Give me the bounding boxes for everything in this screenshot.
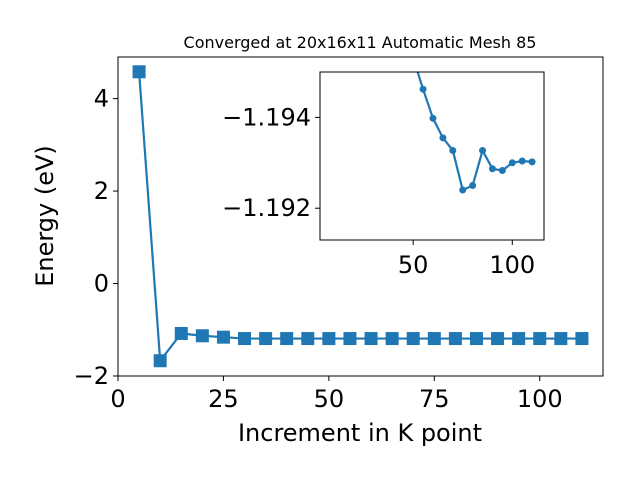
inset-data-point <box>419 85 427 93</box>
inset-data-point <box>429 114 437 122</box>
main-data-point <box>469 332 483 346</box>
inset-data-point <box>400 23 407 30</box>
main-data-point <box>132 65 146 79</box>
main-x-tick-label: 50 <box>314 385 345 413</box>
inset-frame <box>319 71 545 241</box>
inset-data-point <box>498 167 506 175</box>
inset-data-point <box>439 134 447 142</box>
main-data-point <box>322 332 336 346</box>
main-y-tick-label: −2 <box>74 362 109 390</box>
main-y-tick-label: 4 <box>94 85 109 113</box>
main-data-point <box>364 332 378 346</box>
main-x-tick-label: 75 <box>419 385 450 413</box>
inset-y-tick-label: −1.192 <box>222 194 311 222</box>
main-data-point <box>343 332 357 346</box>
main-data-point <box>406 332 420 346</box>
main-data-point <box>512 332 526 346</box>
main-data-point <box>238 332 252 346</box>
main-data-point <box>385 332 399 346</box>
inset-data-point <box>469 182 477 190</box>
inset-data-point <box>508 159 516 167</box>
main-data-point <box>427 332 441 346</box>
inset-data-point <box>488 165 496 173</box>
main-data-point <box>174 326 188 340</box>
main-x-tick-label: 100 <box>517 385 563 413</box>
inset-plot-area: 50 100 −1.194 −1.192 <box>222 23 545 279</box>
inset-data-point <box>528 158 536 166</box>
inset-x-tick-label: 100 <box>489 251 535 279</box>
y-axis-label: Energy (eV) <box>31 145 59 287</box>
inset-data-point <box>459 186 467 194</box>
main-data-point <box>554 332 568 346</box>
main-data-point <box>491 332 505 346</box>
main-frame <box>117 56 604 377</box>
inset-x-tick-label: 50 <box>398 251 429 279</box>
main-data-point <box>575 332 589 346</box>
main-y-tick-label: 2 <box>94 177 109 205</box>
main-x-tick-label: 0 <box>110 385 125 413</box>
main-data-point <box>448 332 462 346</box>
main-y-tick-label: 0 <box>94 270 109 298</box>
main-data-point <box>259 332 273 346</box>
chart-title: Converged at 20x16x11 Automatic Mesh 85 <box>184 33 537 52</box>
main-data-point <box>533 332 547 346</box>
main-data-point <box>195 329 209 343</box>
main-series-line <box>137 71 582 364</box>
main-data-point <box>301 332 315 346</box>
inset-data-point <box>449 147 457 155</box>
inset-data-point <box>479 147 487 155</box>
main-x-tick-label: 25 <box>208 385 239 413</box>
main-data-point <box>153 354 167 368</box>
main-data-point <box>280 332 294 346</box>
inset-y-tick-label: −1.194 <box>222 103 311 131</box>
main-data-point <box>216 330 230 344</box>
inset-data-point <box>518 157 526 165</box>
x-axis-label: Increment in K point <box>238 419 482 447</box>
